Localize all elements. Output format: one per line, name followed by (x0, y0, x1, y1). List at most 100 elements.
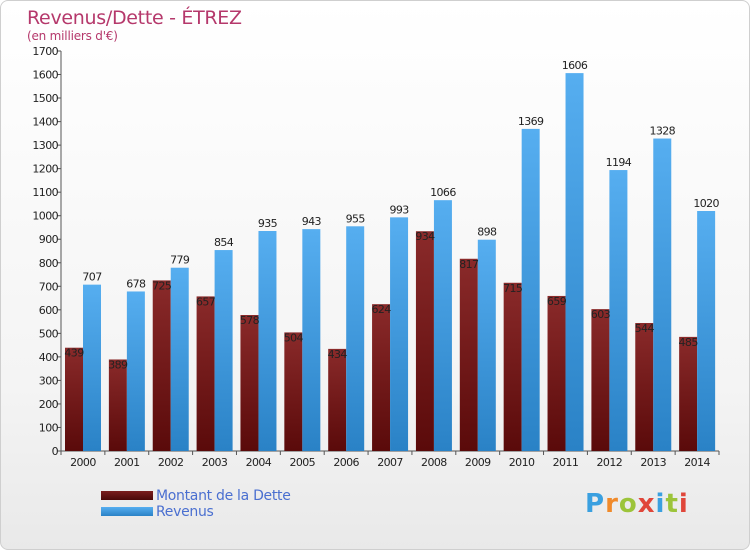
legend-label-revenus: Revenus (156, 504, 214, 520)
x-tick-label: 2012 (597, 456, 623, 469)
y-tick-label: 700 (39, 280, 59, 293)
data-label-dette: 624 (371, 303, 391, 316)
bar-dette (328, 348, 347, 451)
y-tick-label: 1500 (32, 92, 58, 105)
bar-dette (547, 295, 566, 451)
data-label-dette: 725 (152, 279, 172, 292)
bar-revenus (390, 217, 409, 451)
bar-revenus (653, 138, 672, 451)
y-tick-label: 1400 (32, 116, 58, 129)
data-label-dette: 544 (635, 322, 655, 335)
bar-revenus (477, 239, 496, 451)
bar-revenus (433, 200, 452, 451)
bar-revenus (302, 229, 321, 451)
y-tick-label: 900 (39, 233, 59, 246)
data-label-revenus: 955 (346, 212, 366, 225)
data-label-revenus: 678 (126, 277, 146, 290)
bar-dette (152, 280, 171, 451)
bar-dette (65, 347, 83, 451)
x-tick-label: 2007 (377, 456, 403, 469)
data-label-revenus: 1606 (562, 59, 588, 72)
x-tick-label: 2008 (421, 456, 447, 469)
bar-revenus (521, 128, 540, 451)
data-label-dette: 439 (64, 347, 84, 360)
bar-revenus (126, 291, 145, 451)
legend-swatch-dette (101, 491, 153, 500)
x-tick-label: 2006 (333, 456, 359, 469)
y-tick-label: 100 (39, 421, 59, 434)
bar-dette (372, 304, 391, 451)
data-label-dette: 659 (547, 295, 567, 308)
y-tick-label: 1200 (32, 163, 58, 176)
y-tick-label: 500 (39, 327, 59, 340)
bar-dette (415, 231, 434, 451)
data-label-revenus: 1020 (693, 197, 719, 210)
data-label-dette: 934 (415, 230, 435, 243)
legend-swatch-revenus (101, 507, 153, 516)
x-tick-label: 2011 (553, 456, 579, 469)
y-tick-label: 1000 (32, 210, 58, 223)
y-tick-label: 1100 (32, 186, 58, 199)
data-label-revenus: 707 (82, 271, 102, 284)
bar-revenus (565, 73, 584, 451)
x-tick-label: 2009 (465, 456, 491, 469)
bar-dette (591, 309, 610, 451)
proxiti-logo: Proxiti (585, 489, 689, 519)
y-tick-label: 600 (39, 304, 59, 317)
data-label-revenus: 898 (477, 226, 497, 239)
bar-dette (503, 282, 522, 451)
x-tick-label: 2005 (289, 456, 315, 469)
data-label-revenus: 1369 (518, 115, 544, 128)
data-label-revenus: 779 (170, 254, 190, 267)
bar-dette (284, 332, 303, 451)
data-label-revenus: 1194 (606, 156, 632, 169)
data-label-revenus: 943 (302, 215, 322, 228)
data-label-dette: 434 (328, 348, 348, 361)
bar-dette (196, 296, 215, 451)
bar-dette (679, 336, 698, 451)
x-tick-label: 2010 (509, 456, 535, 469)
y-tick-label: 0 (52, 445, 59, 458)
data-label-dette: 715 (503, 282, 523, 295)
bar-revenus (697, 211, 716, 451)
data-label-dette: 485 (679, 336, 699, 349)
chart-title: Revenus/Dette - ÉTREZ (27, 7, 242, 29)
x-tick-label: 2000 (70, 456, 96, 469)
bar-revenus (609, 170, 628, 451)
y-tick-label: 1700 (32, 45, 58, 58)
bar-revenus (83, 284, 101, 451)
data-label-revenus: 1066 (430, 186, 456, 199)
data-label-revenus: 935 (258, 217, 278, 230)
data-label-dette: 389 (108, 358, 128, 371)
bar-revenus (346, 226, 365, 451)
y-tick-label: 1300 (32, 139, 58, 152)
y-tick-label: 200 (39, 398, 59, 411)
y-tick-label: 800 (39, 257, 59, 270)
data-label-dette: 657 (196, 295, 216, 308)
bar-revenus (214, 250, 233, 451)
x-tick-label: 2003 (202, 456, 228, 469)
x-tick-label: 2002 (158, 456, 184, 469)
data-labels: 439 707 389 678 725 779 657 854 578 935 504 943 434 9… (64, 59, 720, 371)
x-tick-label: 2013 (640, 456, 666, 469)
y-tick-label: 300 (39, 374, 59, 387)
bar-dette (240, 315, 259, 451)
data-label-revenus: 1328 (649, 125, 675, 138)
bar-dette (459, 258, 478, 451)
data-label-revenus: 993 (389, 203, 409, 216)
bar-dette (108, 359, 127, 451)
data-label-dette: 578 (240, 314, 260, 327)
y-tick-label: 400 (39, 351, 59, 364)
x-tick-label: 2004 (246, 456, 272, 469)
x-tick-label: 2001 (114, 456, 140, 469)
bars (65, 73, 716, 451)
y-tick-label: 1600 (32, 69, 58, 82)
x-tick-label: 2014 (684, 456, 710, 469)
bar-revenus (258, 231, 277, 451)
data-label-revenus: 854 (214, 236, 234, 249)
data-label-dette: 817 (459, 258, 479, 271)
data-label-dette: 603 (591, 308, 611, 321)
data-label-dette: 504 (284, 331, 304, 344)
